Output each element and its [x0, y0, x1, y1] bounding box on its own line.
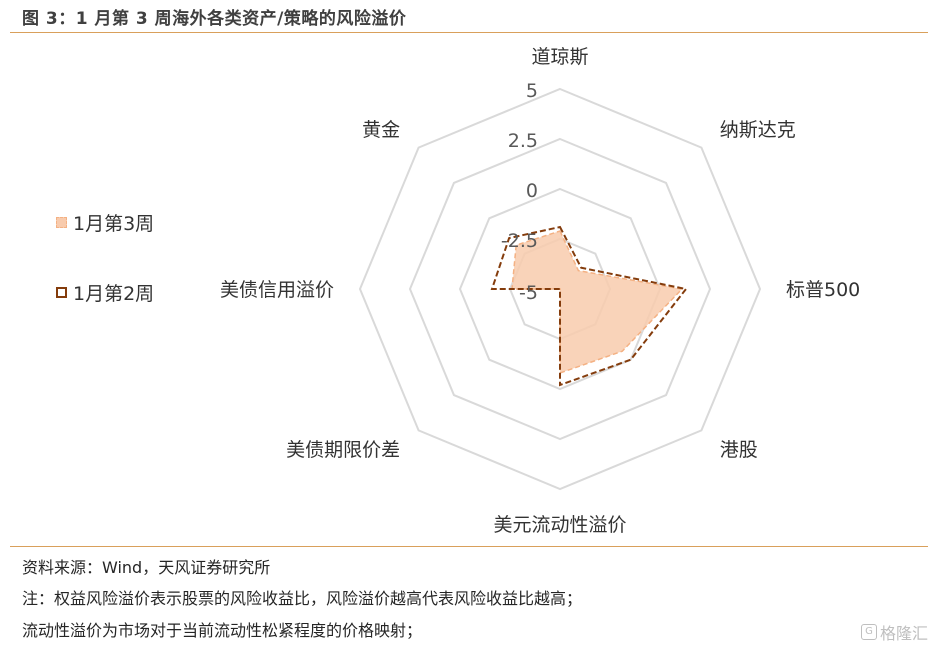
- radar-series: [490, 225, 688, 387]
- axis-label-0: 道琼斯: [531, 46, 588, 68]
- axis-label-1: 纳斯达克: [720, 119, 796, 141]
- grid-ring-2: [458, 187, 662, 391]
- footnote-divider: [10, 546, 928, 547]
- legend-item-week3: 1月第3周: [56, 209, 154, 236]
- tick-label-2: 0: [526, 180, 538, 202]
- watermark-logo-icon: G: [860, 624, 877, 640]
- grid-ring-0: [358, 87, 762, 491]
- chart-title: 图 3：1 月第 3 周海外各类资产/策略的风险溢价: [22, 9, 407, 29]
- axis-label-3: 港股: [720, 439, 758, 461]
- watermark: G 格隆汇: [860, 620, 928, 644]
- legend-label-week3: 1月第3周: [73, 213, 155, 235]
- axis-label-7: 黄金: [362, 119, 400, 141]
- grid-ring-1: [408, 137, 712, 441]
- tick-label-3: -2.5: [501, 230, 538, 252]
- tick-label-1: 2.5: [508, 130, 538, 152]
- series-week2-line: [490, 225, 688, 387]
- watermark-text: 格隆汇: [879, 624, 928, 643]
- title-divider: [10, 32, 928, 33]
- axis-label-5: 美债期限价差: [286, 439, 400, 461]
- footnote-note-1: 注：权益风险溢价表示股票的风险收益比，风险溢价越高代表风险收益比越高；: [22, 589, 583, 608]
- axis-label-6: 美债信用溢价: [220, 279, 334, 301]
- series-week3-area: [511, 230, 684, 375]
- radar-ticks: 5 2.5 0 -2.5 -5: [501, 80, 538, 304]
- legend-label-week2: 1月第2周: [73, 283, 155, 305]
- tick-label-0: 5: [526, 80, 538, 102]
- legend-item-week2: 1月第2周: [56, 279, 154, 306]
- footnote-source: 资料来源：Wind，天风证券研究所: [22, 558, 271, 577]
- tick-label-4: -5: [519, 282, 538, 304]
- axis-label-4: 美元流动性溢价: [493, 514, 626, 536]
- axis-label-2: 标普500: [786, 279, 860, 301]
- legend-swatch-week2: [56, 287, 67, 298]
- legend-swatch-week3: [56, 217, 67, 228]
- footnote-note-2: 流动性溢价为市场对于当前流动性松紧程度的价格映射；: [22, 621, 423, 640]
- radar-chart: 5 2.5 0 -2.5 -5 道琼斯纳斯达克标普500 港股美元流动性溢价 美债期限价差 美…: [0, 33, 936, 545]
